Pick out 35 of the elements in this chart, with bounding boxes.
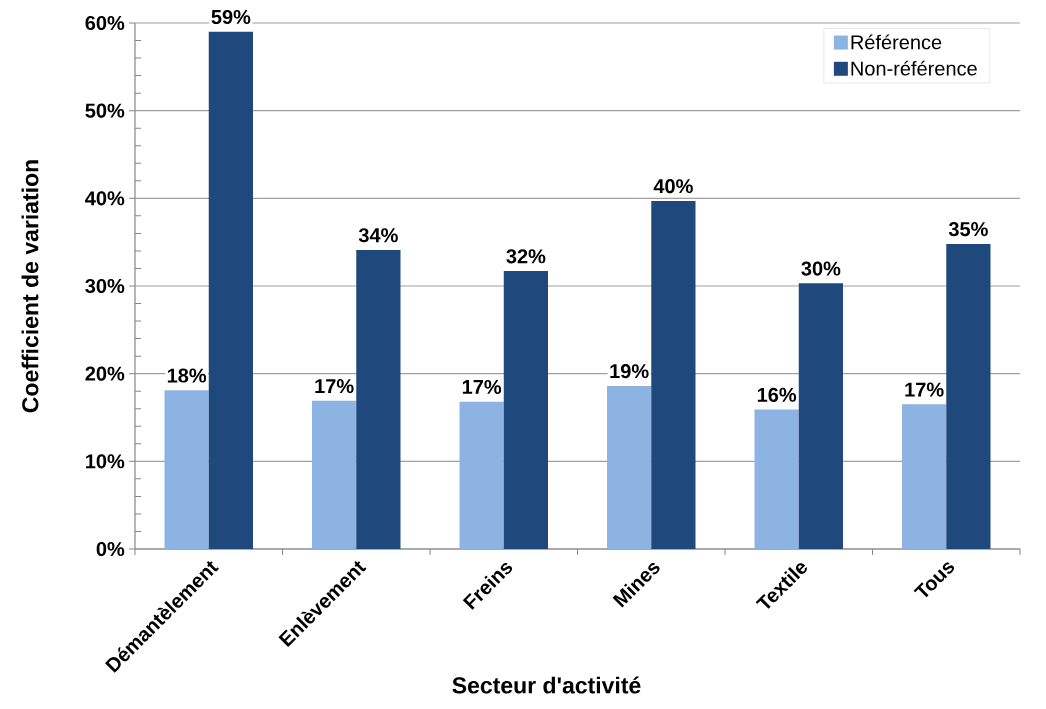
data-label: 17% [315,379,354,394]
y-axis-title: Coefficient de variation [21,160,39,413]
bar [208,31,253,549]
data-label: 16% [757,387,797,402]
bar [607,385,652,549]
legend-label: Non-référence [851,60,977,76]
data-label: 18% [167,368,207,383]
bar [754,409,799,549]
data-label: 35% [948,222,988,237]
data-label: 30% [801,261,841,276]
bar [459,401,504,549]
legend-label: Référence [851,34,942,50]
y-tick-label: 40% [85,191,125,206]
x-axis-title: Secteur d'activité [452,676,641,694]
data-label: 19% [610,364,649,379]
bar [798,283,844,549]
data-label: 17% [905,382,944,397]
data-label: 34% [358,228,398,243]
y-tick-label: 0% [96,541,125,557]
y-tick-label: 10% [86,454,125,469]
data-label: 32% [506,249,546,264]
y-tick-label: 50% [85,103,125,118]
y-tick-label: 60% [85,15,125,31]
data-label: 17% [462,379,502,395]
bar [902,404,947,549]
y-tick-label: 20% [85,366,125,381]
bar [164,390,209,549]
data-label: 40% [653,179,693,194]
y-tick-label: 30% [85,278,125,294]
bar [946,243,991,549]
bar [356,250,401,549]
bar [312,400,357,549]
data-label: 59% [211,9,251,25]
bar [503,271,549,549]
bar [651,200,696,549]
